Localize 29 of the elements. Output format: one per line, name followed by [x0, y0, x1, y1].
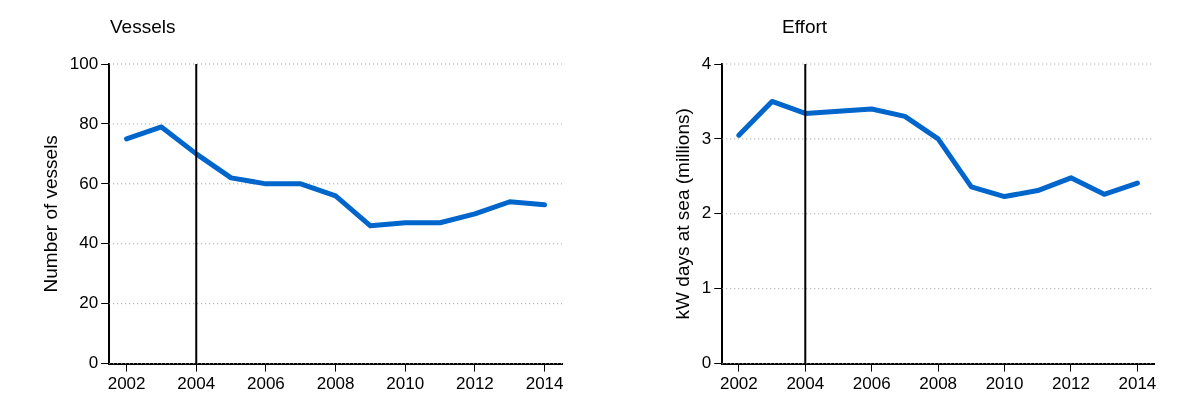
x-tick-label: 2014: [525, 374, 564, 394]
y-tick-label: 0: [88, 353, 99, 373]
y-tick-label: 100: [69, 53, 99, 73]
y-axis-title: kW days at sea (millions): [671, 108, 693, 320]
y-tick-label: 3: [701, 128, 712, 148]
x-tick-label: 2002: [107, 374, 146, 394]
chart-title: Vessels: [110, 16, 176, 38]
y-tick-label: 20: [79, 293, 99, 313]
chart-title: Effort: [782, 16, 828, 38]
x-tick-label: 2006: [852, 374, 891, 394]
x-tick-label: 2010: [985, 374, 1024, 394]
x-tick-label: 2004: [177, 374, 216, 394]
y-tick-label: 2: [701, 203, 712, 223]
x-tick-label: 2002: [719, 374, 758, 394]
y-tick-label: 4: [701, 53, 712, 73]
y-tick-label: 60: [79, 173, 99, 193]
x-tick-label: 2004: [786, 374, 825, 394]
x-tick-label: 2012: [1052, 374, 1090, 394]
y-tick-label: 80: [79, 113, 99, 133]
y-tick-label: 40: [79, 233, 99, 253]
y-axis-title: Number of vessels: [39, 135, 61, 293]
x-tick-label: 2008: [919, 374, 958, 394]
x-tick-label: 2008: [316, 374, 355, 394]
x-tick-label: 2010: [386, 374, 425, 394]
y-tick-label: 0: [701, 353, 712, 373]
y-tick-label: 1: [701, 278, 712, 298]
x-tick-label: 2006: [247, 374, 285, 394]
x-tick-label: 2012: [456, 374, 494, 394]
x-tick-label: 2014: [1118, 374, 1157, 394]
